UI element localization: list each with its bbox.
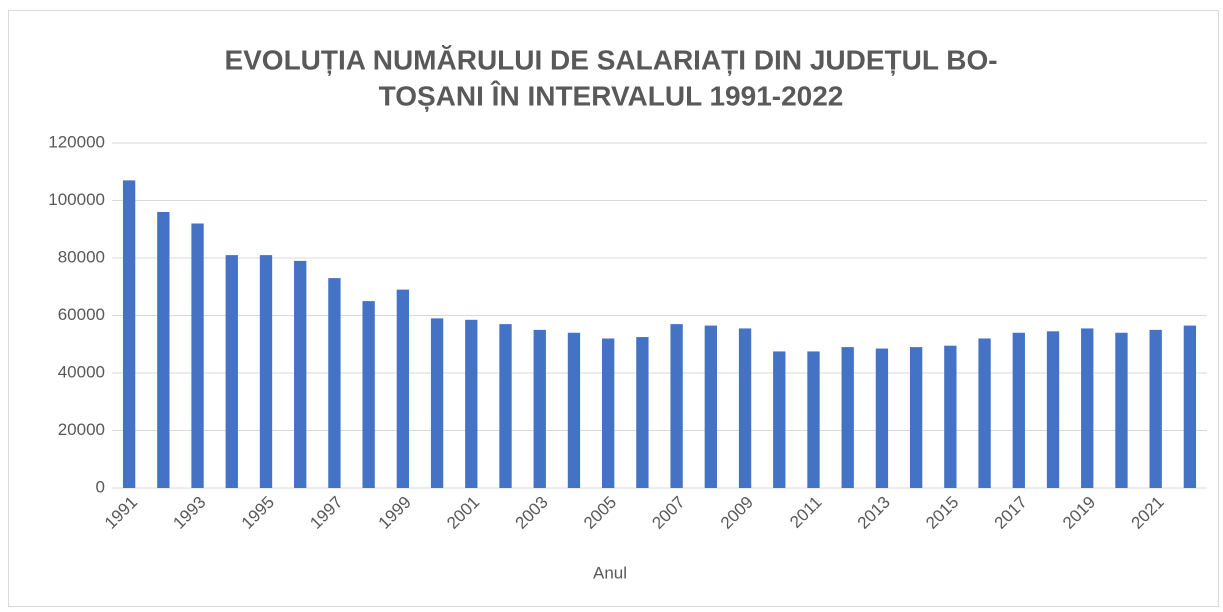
bar — [191, 223, 204, 488]
y-tick-label: 0 — [96, 477, 105, 496]
bar — [978, 338, 991, 488]
bar — [738, 328, 752, 488]
bar — [944, 345, 957, 488]
chart-title: TOȘANI ÎN INTERVALUL 1991-2022 — [379, 80, 844, 111]
bar — [328, 278, 341, 488]
bar — [259, 255, 273, 488]
bar — [362, 301, 375, 488]
y-tick-label: 120000 — [48, 132, 105, 151]
bar — [225, 255, 238, 488]
bar — [773, 351, 786, 488]
bar — [396, 289, 410, 488]
bar — [909, 347, 923, 488]
bar — [1046, 331, 1060, 488]
bar — [1183, 325, 1197, 488]
bar — [841, 347, 854, 488]
bar — [602, 338, 615, 488]
x-axis-label: Anul — [593, 563, 627, 582]
bar — [157, 212, 170, 488]
bar — [122, 180, 136, 488]
bar — [636, 337, 649, 488]
bar — [533, 329, 546, 488]
bar — [1115, 332, 1128, 488]
y-tick-label: 40000 — [58, 362, 105, 381]
bar — [430, 318, 444, 488]
bar — [499, 324, 512, 488]
y-tick-label: 100000 — [48, 190, 105, 209]
chart-frame — [8, 10, 1219, 607]
bar — [294, 260, 307, 488]
bar — [704, 325, 717, 488]
y-tick-label: 80000 — [58, 247, 105, 266]
bar — [465, 319, 478, 488]
y-tick-label: 20000 — [58, 420, 105, 439]
bar — [567, 332, 581, 488]
bar — [875, 348, 889, 488]
y-tick-label: 60000 — [58, 305, 105, 324]
bar — [1081, 328, 1094, 488]
bar — [670, 324, 683, 488]
chart-title: EVOLUȚIA NUMĂRULUI DE SALARIAȚI DIN JUDE… — [224, 44, 997, 75]
bar — [1149, 329, 1162, 488]
bar — [1012, 332, 1025, 488]
bar — [807, 351, 820, 488]
